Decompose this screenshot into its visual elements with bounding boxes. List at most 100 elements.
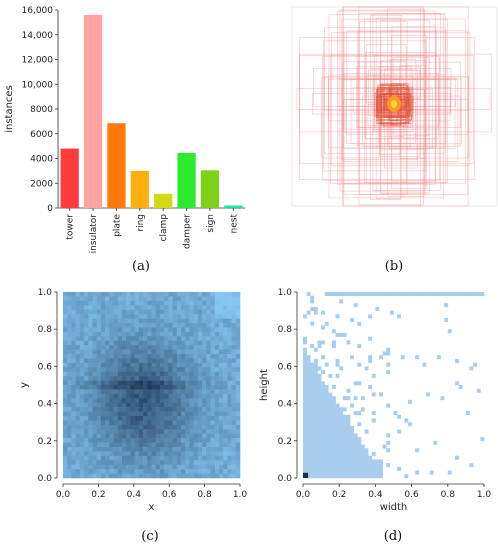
bin-cell <box>324 459 329 464</box>
heatmap-cell <box>109 455 114 461</box>
bin-cell <box>389 310 394 315</box>
bin-cell <box>426 392 430 397</box>
heatmap-cell <box>138 402 144 408</box>
heatmap-cell <box>168 380 173 386</box>
heatmap-cell <box>109 451 114 457</box>
heatmap-cell <box>147 420 152 426</box>
heatmap-cell <box>84 402 89 408</box>
heatmap-cell <box>189 362 194 368</box>
heatmap-cell <box>143 433 148 439</box>
heatmap-cell <box>206 358 211 364</box>
heatmap-cell <box>172 300 178 306</box>
heatmap-cell <box>218 424 224 430</box>
heatmap-cell <box>130 407 135 412</box>
bin-cell <box>303 392 307 397</box>
bin-cell <box>400 355 405 360</box>
x-tick-label: 0.2 <box>332 490 346 500</box>
bin-cell <box>346 429 351 434</box>
heatmap-cell <box>67 367 72 373</box>
heatmap-cell <box>117 362 123 368</box>
heatmap-cell <box>218 380 224 386</box>
heatmap-cell <box>206 340 211 346</box>
heatmap-cell <box>126 300 131 306</box>
heatmap-cell <box>159 376 165 381</box>
heatmap-cell <box>92 416 98 421</box>
heatmap-cell <box>231 367 237 373</box>
panel-a-label: (a) <box>132 259 150 274</box>
bin-cell <box>386 292 391 297</box>
bin-cell <box>415 448 420 453</box>
bin-cell <box>310 362 315 367</box>
heatmap-cell <box>164 371 169 377</box>
heatmap-cell <box>134 398 140 404</box>
heatmap-cell <box>75 292 81 297</box>
heatmap-cell <box>122 438 127 443</box>
heatmap-cell <box>147 358 152 364</box>
heatmap-cell <box>67 389 72 395</box>
heatmap-cell <box>122 433 127 439</box>
heatmap-cell <box>151 407 157 412</box>
heatmap-cell <box>176 305 182 311</box>
heatmap-cell <box>185 305 190 311</box>
bin-cell <box>328 466 333 471</box>
bin-cell <box>382 351 387 356</box>
bar-damper <box>177 152 196 208</box>
heatmap-cell <box>210 340 216 346</box>
bin-cell <box>303 403 307 408</box>
heatmap-cell <box>67 331 72 337</box>
bin-cell <box>310 321 315 326</box>
bin-cell <box>317 433 322 438</box>
heatmap-cell <box>159 411 165 417</box>
bin-cell <box>339 459 344 464</box>
heatmap-cell <box>197 433 203 439</box>
heatmap-cell <box>164 305 169 311</box>
heatmap-cell <box>130 354 135 359</box>
heatmap-cell <box>168 385 173 390</box>
bin-cell <box>303 385 307 390</box>
heatmap-cell <box>134 292 140 297</box>
heatmap-cell <box>100 354 106 359</box>
heatmap-cell <box>105 345 110 350</box>
heatmap-cell <box>193 411 199 417</box>
heatmap-cell <box>151 473 157 479</box>
heatmap-cell <box>151 455 157 461</box>
bin-cell <box>306 466 311 471</box>
bin-cell <box>364 466 369 471</box>
heatmap-cell <box>113 393 119 399</box>
heatmap-cell <box>105 438 110 443</box>
heatmap-cell <box>227 438 232 443</box>
heatmap-cell <box>151 327 157 333</box>
heatmap-cell <box>138 371 144 377</box>
heatmap-cell <box>96 451 102 457</box>
heatmap-cell <box>176 460 182 466</box>
heatmap-cell <box>151 300 157 306</box>
heatmap-cell <box>67 305 72 311</box>
bin-cell <box>346 340 351 345</box>
bin-cell <box>328 474 333 479</box>
heatmap-cell <box>197 407 203 412</box>
bin-cell <box>368 358 373 363</box>
heatmap-cell <box>210 292 216 297</box>
heatmap-cell <box>143 389 148 395</box>
heatmap-cell <box>176 323 182 328</box>
bin-cell <box>440 396 445 401</box>
heatmap-cell <box>88 354 93 359</box>
heatmap-cell <box>92 447 98 452</box>
heatmap-cell <box>105 367 110 373</box>
heatmap-cell <box>223 447 228 452</box>
heatmap-cell <box>227 354 232 359</box>
heatmap-cell <box>227 447 232 452</box>
heatmap-cell <box>100 292 106 297</box>
heatmap-cell <box>143 336 148 342</box>
bin-cell <box>368 474 373 479</box>
heatmap-cell <box>63 305 68 311</box>
heatmap-cell <box>117 305 123 311</box>
heatmap-cell <box>113 424 119 430</box>
heatmap-cell <box>147 447 152 452</box>
bin-cell <box>339 299 344 304</box>
box-outline <box>343 73 439 130</box>
heatmap-cell <box>231 442 237 448</box>
bin-cell <box>353 303 358 308</box>
bin-cell <box>342 418 347 423</box>
heatmap-cell <box>105 451 110 457</box>
